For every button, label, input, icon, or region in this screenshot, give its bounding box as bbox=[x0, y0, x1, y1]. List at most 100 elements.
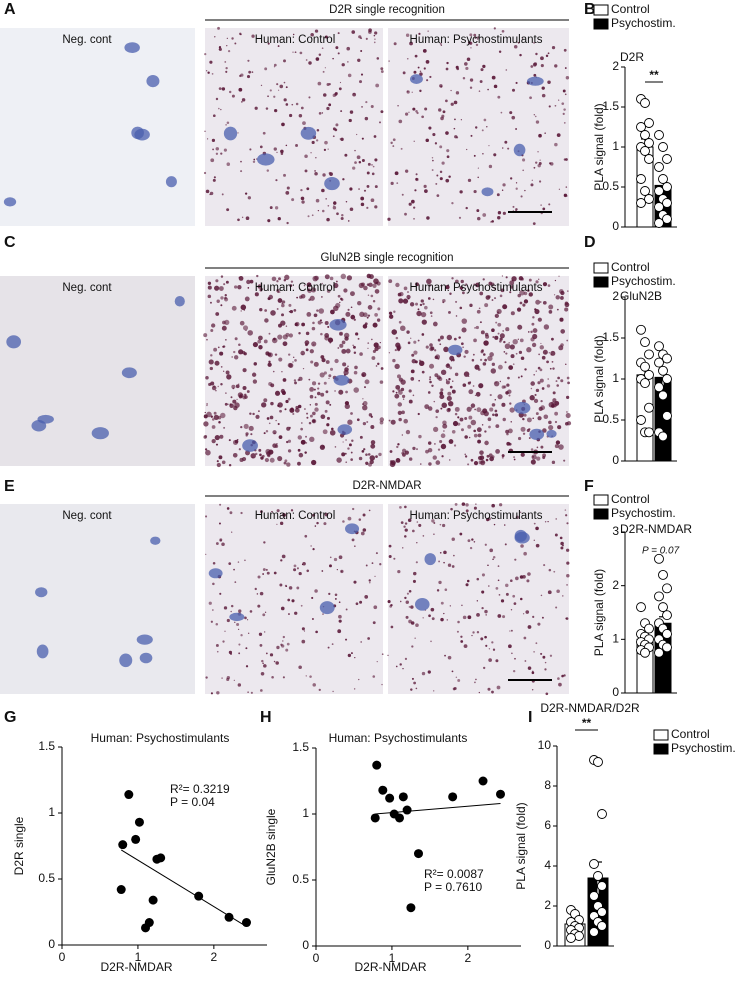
stain-dot bbox=[374, 38, 376, 40]
stain-dot bbox=[449, 292, 452, 296]
stain-dot bbox=[251, 34, 255, 38]
stain-dot bbox=[501, 29, 505, 33]
stain-dot bbox=[219, 503, 222, 506]
stain-dot bbox=[415, 687, 418, 690]
stain-dot bbox=[450, 89, 452, 92]
stain-dot bbox=[332, 127, 336, 131]
stain-dot bbox=[461, 327, 467, 333]
stain-dot bbox=[485, 644, 488, 647]
data-point bbox=[644, 369, 654, 380]
stain-dot bbox=[330, 309, 335, 315]
stain-dot bbox=[221, 193, 224, 196]
stain-dot bbox=[380, 367, 384, 370]
stain-dot bbox=[517, 338, 519, 340]
stain-dot bbox=[309, 295, 315, 301]
stain-dot bbox=[216, 299, 220, 303]
stain-dot bbox=[492, 555, 496, 559]
stain-dot bbox=[265, 448, 271, 455]
stain-dot bbox=[523, 636, 527, 640]
stain-dot bbox=[244, 616, 247, 620]
stain-dot bbox=[469, 86, 473, 89]
stain-dot bbox=[544, 132, 546, 134]
stain-dot bbox=[550, 404, 555, 408]
stain-dot bbox=[370, 294, 374, 298]
stain-dot bbox=[334, 390, 336, 392]
stain-dot bbox=[436, 174, 439, 177]
stain-dot bbox=[372, 322, 378, 328]
stain-dot bbox=[530, 330, 533, 334]
stain-dot bbox=[396, 182, 399, 185]
stain-dot bbox=[274, 206, 279, 210]
stain-dot bbox=[553, 294, 556, 296]
stain-dot bbox=[508, 342, 511, 344]
stain-dot bbox=[445, 67, 449, 71]
stain-dot bbox=[373, 278, 379, 284]
data-point bbox=[644, 427, 654, 438]
stain-dot bbox=[564, 301, 569, 306]
stain-dot bbox=[402, 71, 406, 75]
stain-dot bbox=[358, 161, 362, 164]
stain-dot bbox=[547, 590, 552, 595]
stain-dot bbox=[507, 147, 510, 150]
stain-dot bbox=[393, 42, 397, 46]
stain-dot bbox=[549, 654, 553, 657]
stain-dot bbox=[320, 414, 326, 420]
nucleus bbox=[424, 553, 436, 566]
image-label: Human: Psychostimulants bbox=[410, 282, 543, 294]
stain-dot bbox=[527, 625, 532, 629]
stain-dot bbox=[395, 336, 399, 340]
stain-dot bbox=[361, 450, 365, 453]
stat-annotation: R²= 0.3219 bbox=[170, 782, 230, 796]
stain-dot bbox=[495, 315, 497, 317]
stain-dot bbox=[419, 70, 422, 73]
stain-dot bbox=[540, 56, 544, 61]
micrograph bbox=[0, 28, 195, 226]
stain-dot bbox=[415, 173, 418, 176]
stain-dot bbox=[491, 362, 495, 366]
stain-dot bbox=[421, 333, 425, 336]
stain-dot bbox=[533, 42, 535, 44]
stain-dot bbox=[466, 57, 471, 62]
stat-annotation: P = 0.7610 bbox=[424, 880, 482, 894]
stain-dot bbox=[451, 277, 454, 280]
stain-dot bbox=[504, 361, 507, 364]
stain-dot bbox=[465, 66, 469, 71]
data-point bbox=[148, 895, 158, 905]
stain-dot bbox=[399, 506, 402, 509]
stain-dot bbox=[257, 575, 261, 579]
stain-dot bbox=[252, 160, 256, 164]
stain-dot bbox=[234, 285, 238, 289]
stain-dot bbox=[285, 325, 288, 327]
stain-dot bbox=[532, 615, 535, 619]
stat-annotation: R²= 0.0087 bbox=[424, 867, 484, 881]
stain-dot bbox=[481, 129, 484, 132]
stain-dot bbox=[430, 315, 433, 317]
stain-dot bbox=[473, 506, 477, 510]
stain-dot bbox=[520, 195, 523, 198]
stain-dot bbox=[358, 282, 364, 289]
stain-dot bbox=[305, 435, 307, 438]
image-label: Neg. cont bbox=[62, 510, 112, 522]
stain-dot bbox=[265, 430, 269, 433]
stain-dot bbox=[410, 605, 414, 609]
stain-dot bbox=[446, 619, 449, 621]
data-point bbox=[593, 757, 603, 767]
stain-dot bbox=[517, 324, 523, 330]
stain-dot bbox=[520, 356, 525, 361]
stain-dot bbox=[287, 397, 291, 401]
stain-dot bbox=[421, 319, 427, 325]
data-point bbox=[372, 760, 382, 770]
nucleus bbox=[174, 296, 185, 307]
stain-dot bbox=[339, 301, 341, 304]
stain-dot bbox=[439, 84, 443, 88]
stain-dot bbox=[478, 307, 481, 310]
stain-dot bbox=[482, 278, 485, 281]
stain-dot bbox=[558, 444, 564, 450]
stain-dot bbox=[324, 35, 328, 39]
stain-dot bbox=[492, 413, 495, 417]
stain-dot bbox=[524, 660, 527, 662]
stain-dot bbox=[526, 347, 532, 353]
stain-dot bbox=[422, 48, 427, 53]
stain-dot bbox=[236, 622, 240, 627]
stain-dot bbox=[306, 282, 312, 288]
